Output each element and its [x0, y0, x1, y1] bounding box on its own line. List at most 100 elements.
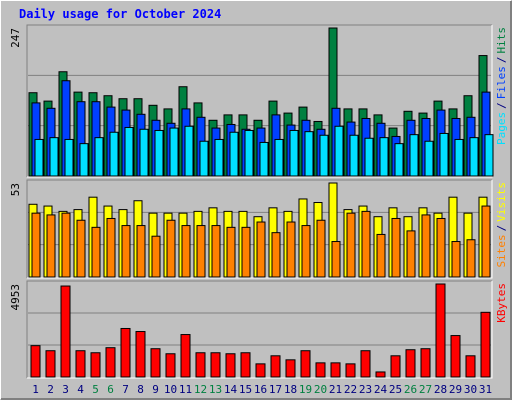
bar: [406, 230, 416, 278]
panel-edge-dark: [26, 179, 492, 278]
x-tick-label: 4: [77, 383, 84, 396]
bar: [424, 140, 434, 177]
bar: [31, 212, 41, 278]
x-tick-label: 24: [374, 383, 388, 396]
bar: [256, 221, 266, 278]
x-tick-label: 29: [449, 383, 462, 396]
x-tick-label: 26: [404, 383, 417, 396]
bar: [409, 134, 419, 177]
bar: [139, 128, 149, 177]
bar: [255, 363, 266, 378]
bar: [300, 350, 311, 378]
bar: [120, 327, 131, 378]
bar: [379, 137, 389, 177]
x-tick-label: 28: [434, 383, 447, 396]
x-tick-label: 6: [107, 383, 114, 396]
legend-entry: Sites: [495, 234, 508, 267]
bar: [109, 131, 119, 177]
x-tick-label: 23: [359, 383, 372, 396]
panel-edge-dark: [26, 280, 492, 378]
bar: [49, 137, 59, 177]
bar: [289, 129, 299, 177]
bar: [421, 214, 431, 278]
bar: [90, 352, 101, 378]
bar: [169, 127, 179, 177]
bar: [136, 225, 146, 278]
bar: [435, 283, 446, 378]
bar: [439, 132, 449, 177]
panel-edge-light: [27, 281, 493, 379]
x-tick-label: 7: [122, 383, 129, 396]
x-tick-label: 3: [62, 383, 69, 396]
bar: [241, 226, 251, 278]
bar: [214, 138, 224, 177]
bar: [180, 334, 191, 378]
bar: [79, 143, 89, 177]
bar: [345, 363, 356, 378]
bar: [271, 232, 281, 278]
bar: [315, 362, 326, 378]
bar: [121, 225, 131, 278]
x-tick-label: 31: [479, 383, 492, 396]
bar: [466, 239, 476, 278]
bar: [75, 350, 86, 378]
y-tick-label: 53: [9, 183, 22, 196]
bar: [199, 140, 209, 177]
bar: [469, 137, 479, 177]
legend: KBytes: [495, 283, 508, 323]
bar: [166, 219, 176, 278]
bar: [150, 348, 161, 378]
bar: [105, 347, 116, 378]
x-tick-label: 17: [269, 383, 282, 396]
bar: [480, 311, 491, 378]
bar: [106, 217, 116, 278]
legend-entry: Visits: [495, 182, 508, 222]
bar: [270, 355, 281, 378]
bar: [465, 355, 476, 378]
panel-edge-light: [27, 180, 493, 279]
bar: [30, 345, 41, 378]
bar: [484, 134, 494, 177]
x-tick-label: 2: [47, 383, 54, 396]
bar: [391, 217, 401, 278]
bar: [394, 143, 404, 177]
bar: [450, 335, 461, 378]
bar: [390, 355, 401, 378]
x-tick-label: 30: [464, 383, 477, 396]
bar: [301, 225, 311, 278]
legend-separator: /: [495, 102, 508, 109]
x-tick-label: 15: [239, 383, 252, 396]
legend-entry: KBytes: [495, 283, 508, 323]
x-tick-label: 11: [179, 383, 192, 396]
bar: [165, 353, 176, 378]
bar: [285, 359, 296, 378]
bar: [229, 131, 239, 177]
x-tick-label: 12: [194, 383, 207, 396]
bar: [319, 134, 329, 177]
bar: [420, 348, 431, 378]
bar: [45, 350, 56, 378]
bar: [360, 350, 371, 378]
bar: [210, 352, 221, 378]
legend: Sites / Visits: [495, 182, 508, 268]
bar: [244, 129, 254, 177]
bar: [364, 137, 374, 177]
x-tick-label: 16: [254, 383, 267, 396]
x-tick-label: 5: [92, 383, 99, 396]
x-tick-label: 18: [284, 383, 297, 396]
x-tick-label: 1: [32, 383, 39, 396]
x-tick-label: 21: [329, 383, 342, 396]
bar: [454, 138, 464, 177]
panel-edge-dark: [26, 24, 492, 177]
bar: [316, 219, 326, 278]
bar: [451, 241, 461, 278]
legend-entry: Files: [495, 66, 508, 99]
legend-separator: /: [495, 225, 508, 232]
bar: [331, 241, 341, 278]
chart-title: Daily usage for October 2024: [19, 7, 221, 21]
bar: [34, 138, 44, 177]
panel-edge-light: [27, 25, 493, 178]
bar: [91, 226, 101, 278]
